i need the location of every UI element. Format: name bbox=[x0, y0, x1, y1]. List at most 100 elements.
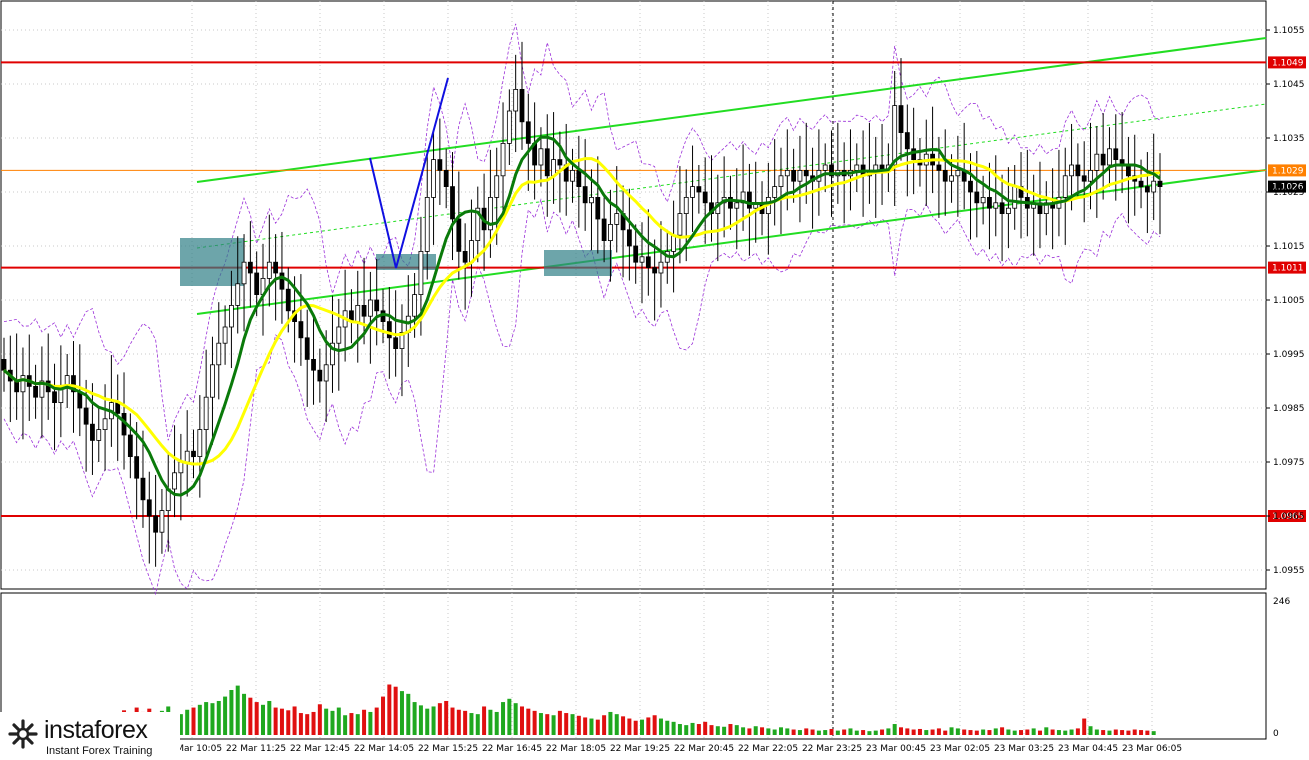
candle-body bbox=[822, 164, 828, 171]
price-tick-label: 1.0965 bbox=[1273, 512, 1305, 522]
logo-icon bbox=[8, 719, 38, 749]
ma-level-tag bbox=[1268, 164, 1306, 177]
candles bbox=[1, 41, 1163, 567]
candle-body bbox=[127, 434, 133, 458]
volume-bar bbox=[399, 691, 404, 735]
volume-bar bbox=[1012, 730, 1017, 735]
volume-bar bbox=[633, 720, 638, 735]
logo-tagline: Instant Forex Training bbox=[46, 745, 153, 757]
candle-body bbox=[942, 169, 948, 182]
ma-slow-yellow bbox=[3, 157, 1161, 466]
price-tick-label: 1.1035 bbox=[1273, 134, 1305, 144]
candle-body bbox=[102, 418, 108, 430]
candle-body bbox=[197, 429, 203, 458]
candle-body bbox=[538, 148, 544, 166]
volume-bar bbox=[861, 730, 866, 735]
candle-body bbox=[96, 429, 102, 441]
volume-bar bbox=[797, 730, 802, 735]
volume-bar bbox=[804, 728, 809, 735]
price-tick-label: 1.0975 bbox=[1273, 458, 1305, 468]
time-tick-label: 22 Mar 22:05 bbox=[738, 744, 798, 754]
volume-bar bbox=[393, 686, 398, 735]
candle-body bbox=[626, 229, 632, 247]
candle-body bbox=[437, 159, 443, 171]
candle-body bbox=[898, 105, 904, 133]
candle-body bbox=[52, 391, 57, 403]
candle-body bbox=[216, 342, 222, 366]
time-labels: 22 Mar 10:05 22 Mar 11:25 22 Mar 12:45 22 M… bbox=[162, 744, 1182, 754]
volume-bar bbox=[823, 730, 828, 735]
candle-body bbox=[1069, 164, 1074, 177]
volume-bar bbox=[557, 710, 562, 735]
candle-body bbox=[355, 304, 361, 322]
volume-bar bbox=[279, 708, 284, 735]
volume-bar bbox=[867, 731, 872, 735]
horizontal-levels: 1.1049 1.1011 1.0965 1.1029 1.1026 bbox=[1, 56, 1306, 522]
volume-bar bbox=[507, 698, 512, 735]
time-tick-label: 23 Mar 04:45 bbox=[1058, 744, 1118, 754]
candle-body bbox=[456, 218, 462, 252]
candle-body bbox=[424, 196, 430, 252]
volume-bar bbox=[741, 727, 746, 735]
volume-bar bbox=[627, 718, 632, 735]
candle-body bbox=[134, 456, 140, 479]
candle-body bbox=[633, 245, 639, 263]
candle-body bbox=[1107, 148, 1112, 166]
volume-bar bbox=[1031, 728, 1036, 735]
envelope-lower bbox=[3, 198, 1161, 596]
volume-bar bbox=[469, 713, 474, 735]
candle-body bbox=[544, 148, 550, 177]
volume-bar bbox=[747, 728, 752, 735]
candle-body bbox=[273, 261, 279, 274]
moving-averages bbox=[3, 135, 1161, 497]
candle-body bbox=[652, 267, 658, 274]
candle-body bbox=[904, 132, 910, 150]
candle-body bbox=[229, 304, 234, 328]
volume-bar bbox=[1132, 729, 1137, 735]
candle-body bbox=[525, 121, 531, 144]
candle-body bbox=[949, 175, 954, 182]
volume-bar bbox=[1101, 730, 1106, 735]
volume-bar bbox=[336, 707, 341, 735]
volume-max-label: 246 bbox=[1273, 597, 1290, 607]
candle-body bbox=[279, 272, 285, 290]
candle-body bbox=[83, 407, 89, 425]
candle-body bbox=[374, 299, 380, 312]
volume-bar bbox=[1094, 729, 1099, 735]
volume-bar bbox=[526, 708, 531, 735]
volume-bar bbox=[589, 718, 594, 735]
current-price-label: 1.1026 bbox=[1272, 183, 1304, 193]
volume-bar bbox=[583, 717, 588, 735]
volume-bar bbox=[501, 702, 506, 735]
volume-bar bbox=[519, 706, 524, 735]
candle-body bbox=[399, 331, 405, 349]
candle-body bbox=[955, 169, 961, 177]
volume-bar bbox=[1139, 730, 1144, 735]
candle-body bbox=[608, 223, 613, 241]
candle-body bbox=[1138, 180, 1144, 187]
candle-body bbox=[803, 169, 809, 177]
time-tick-label: 22 Mar 23:25 bbox=[802, 744, 862, 754]
volume-bar bbox=[570, 714, 575, 735]
volume-bar bbox=[709, 725, 714, 735]
volume-bar bbox=[305, 714, 310, 735]
plot-frame bbox=[0, 0, 1267, 590]
volume-bar bbox=[324, 708, 329, 735]
volume-bar bbox=[387, 684, 392, 735]
candle-body bbox=[519, 89, 525, 123]
volume-bar bbox=[298, 713, 303, 735]
candle-body bbox=[683, 196, 689, 214]
candle-body bbox=[1012, 186, 1018, 209]
candle-body bbox=[241, 261, 247, 285]
candle-body bbox=[298, 321, 304, 339]
candle-body bbox=[595, 196, 601, 220]
candle-body bbox=[734, 202, 740, 209]
volume-bar bbox=[816, 730, 821, 735]
time-tick-label: 22 Mar 18:05 bbox=[546, 744, 606, 754]
volume-bar bbox=[412, 702, 417, 735]
volume-bar bbox=[936, 728, 941, 735]
blue-pattern-line bbox=[369, 77, 449, 269]
volume-bar bbox=[551, 715, 556, 735]
volume-bar bbox=[185, 709, 190, 735]
volume-bar bbox=[1113, 729, 1118, 735]
